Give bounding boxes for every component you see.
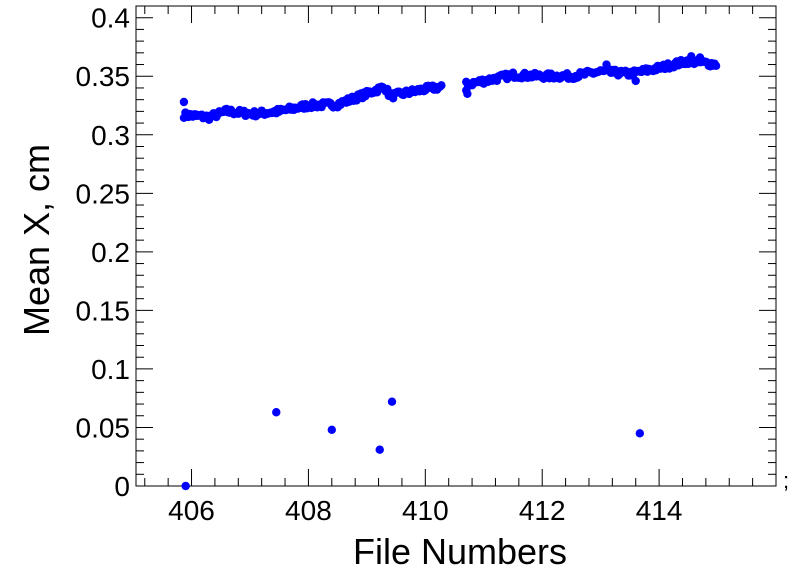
y-tick-label: 0.4 [91,3,130,34]
data-point [437,81,446,90]
x-tick-label: 412 [519,495,566,526]
data-point [635,429,645,438]
y-tick-label: 0 [114,471,130,502]
x-tick-labels: 406 408 410 412 414 [168,495,682,526]
x-tick-label: 414 [636,495,683,526]
y-tick-label: 0.15 [76,295,131,326]
stray-mark: ; [783,468,789,493]
data-point [179,97,189,107]
y-tick-label: 0.25 [76,178,131,209]
plot-frame [135,5,777,487]
y-tick-label: 0.2 [91,237,130,268]
y-tick-label: 0.1 [91,354,130,385]
data-point [695,53,705,62]
x-tick-label: 408 [285,495,332,526]
data-point [711,61,721,71]
data-point [387,397,397,406]
data-markers [179,52,721,491]
y-tick-label: 0.35 [76,61,131,92]
data-point [631,76,640,86]
data-point [327,425,336,435]
x-axis-title: File Numbers [353,531,567,572]
y-tick-label: 0.3 [91,120,130,151]
y-tick-label: 0.05 [76,412,131,443]
data-point [687,52,696,61]
y-tick-labels: 0 0.05 0.1 0.15 0.2 0.25 0.3 0.35 0.4 [76,3,131,502]
data-point [602,60,611,69]
x-tick-label: 406 [168,495,215,526]
x-tick-label: 410 [402,495,449,526]
y-axis-title: Mean X, cm [16,144,57,336]
data-point [375,445,384,454]
data-point [463,89,472,99]
data-point [272,408,281,417]
data-point [181,481,190,491]
tick-marks [136,5,777,487]
